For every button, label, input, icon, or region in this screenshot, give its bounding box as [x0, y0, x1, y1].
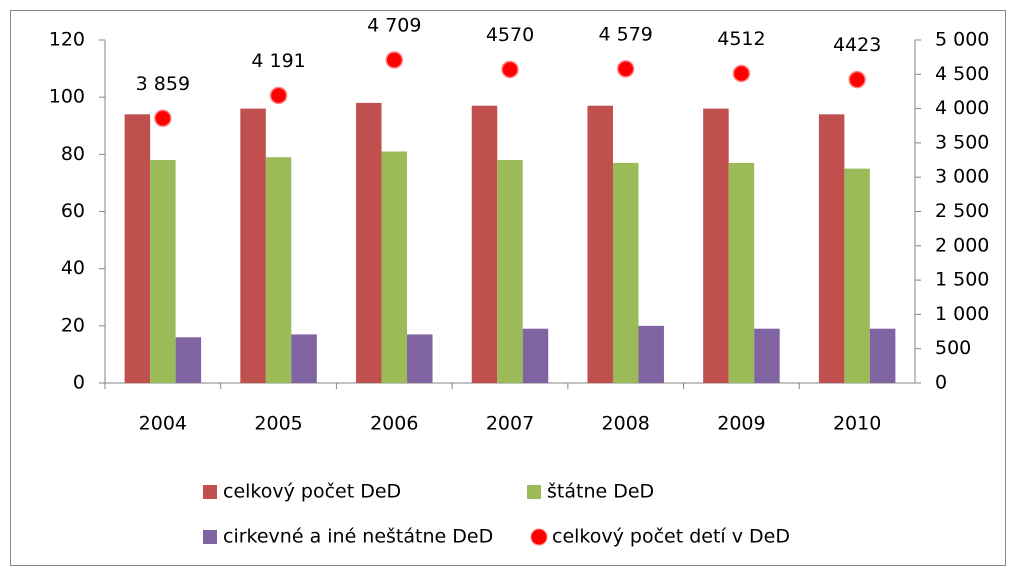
marker: [154, 109, 172, 128]
marker: [385, 51, 404, 69]
bar: [754, 328, 780, 383]
marker: [269, 86, 288, 105]
data-label: 4570: [486, 24, 534, 46]
bar: [356, 102, 382, 383]
y-tick-label: 40: [61, 257, 85, 279]
bar: [124, 114, 151, 384]
legend-label: celkový počet DeD: [223, 481, 401, 503]
legend-swatch: [527, 485, 541, 499]
bar: [844, 168, 870, 383]
y-tick-label: 80: [61, 143, 85, 165]
bar: [587, 105, 613, 383]
bar: [497, 160, 523, 383]
bar: [291, 334, 317, 383]
x-tick-label: 2004: [139, 413, 187, 435]
legend-swatch: [203, 485, 217, 499]
bar: [150, 160, 176, 383]
y-tick-label: 60: [61, 200, 85, 222]
bar: [175, 337, 202, 383]
y2-tick-label: 2 500: [935, 200, 989, 222]
bar: [381, 151, 408, 383]
x-tick-label: 2008: [602, 413, 650, 435]
marker: [732, 64, 751, 83]
data-label: 4 579: [599, 23, 653, 45]
bar: [728, 162, 755, 383]
y2-tick-label: 5 000: [935, 29, 989, 51]
bar: [265, 157, 292, 383]
data-label: 3 859: [136, 73, 190, 95]
x-tick-label: 2010: [833, 413, 881, 435]
y2-tick-label: 1 000: [935, 303, 989, 325]
bar: [240, 108, 266, 383]
x-tick-label: 2009: [717, 413, 765, 435]
y-tick-label: 20: [61, 314, 85, 336]
marker: [616, 60, 635, 78]
data-label: 4423: [833, 34, 881, 56]
x-tick-label: 2005: [254, 413, 302, 435]
bar: [638, 325, 664, 383]
data-label: 4 709: [367, 14, 421, 36]
y2-tick-label: 1 500: [935, 269, 989, 291]
marker: [501, 60, 519, 79]
x-tick-label: 2006: [370, 413, 418, 435]
y2-tick-label: 4 500: [935, 63, 989, 85]
y2-tick-label: 3 000: [935, 166, 989, 188]
legend-label: cirkevné a iné neštátne DeD: [223, 526, 493, 548]
data-label: 4 191: [251, 50, 305, 72]
y2-tick-label: 3 500: [935, 131, 989, 153]
y2-tick-label: 0: [935, 372, 947, 394]
data-label: 4512: [717, 28, 765, 50]
x-tick-label: 2007: [486, 413, 534, 435]
y-tick-label: 120: [49, 29, 85, 51]
legend-swatch: [203, 530, 217, 544]
bar: [612, 162, 639, 383]
bar: [703, 108, 729, 383]
y-tick-label: 100: [49, 86, 85, 108]
legend-label: celkový počet detí v DeD: [552, 526, 790, 548]
legend-marker: [530, 528, 548, 546]
y-tick-label: 0: [73, 372, 85, 394]
bar: [407, 334, 433, 383]
y2-tick-label: 500: [935, 337, 971, 359]
bar: [471, 105, 498, 383]
marker: [848, 70, 866, 89]
bar: [818, 114, 845, 384]
bar: [522, 328, 549, 383]
y2-tick-label: 2 000: [935, 234, 989, 256]
legend-label: štátne DeD: [547, 481, 654, 503]
y2-tick-label: 4 000: [935, 97, 989, 119]
bar: [869, 328, 896, 383]
